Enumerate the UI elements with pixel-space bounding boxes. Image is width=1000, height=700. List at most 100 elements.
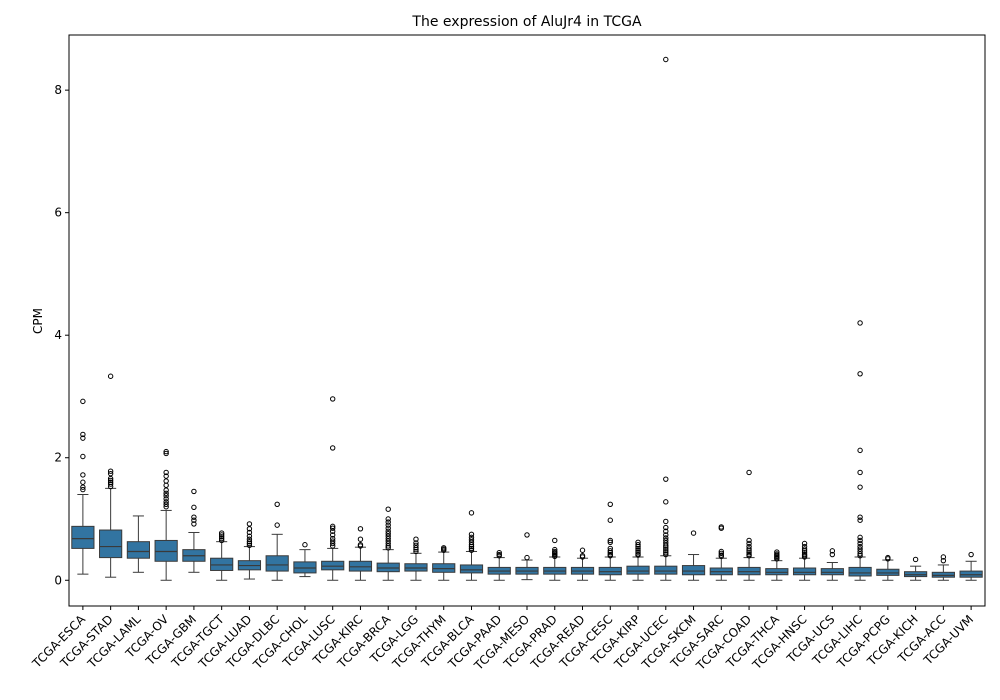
outlier-point (329, 538, 336, 544)
outlier-point (857, 320, 863, 326)
outlier-point (385, 516, 391, 522)
outlier-point (912, 556, 919, 563)
box-tcga-meso (515, 532, 539, 581)
outlier-point (468, 531, 475, 538)
outlier-point (524, 554, 530, 561)
outlier-point (718, 548, 725, 555)
outlier-point (746, 546, 752, 552)
box-tcga-acc (931, 554, 955, 581)
outlier-point (524, 532, 530, 538)
box-tcga-esca (71, 398, 95, 575)
outlier-point (385, 519, 391, 525)
outlier-point (607, 548, 613, 554)
outlier-point (607, 501, 613, 507)
box-tcga-luad (237, 521, 262, 580)
box-iqr (99, 529, 123, 559)
box-tcga-pcpg (876, 554, 900, 581)
outlier-point (635, 542, 641, 548)
outlier-point (329, 543, 336, 549)
outlier-point (163, 496, 169, 502)
outlier-point (246, 533, 253, 539)
outlier-point (357, 526, 364, 532)
outlier-point (635, 543, 641, 550)
outlier-point (385, 528, 391, 534)
box-tcga-dlbc (265, 501, 289, 581)
box-tcga-ov (154, 448, 178, 581)
outlier-point (385, 531, 391, 537)
outlier-point (246, 521, 253, 527)
outlier-point (940, 557, 947, 564)
outlier-point (663, 528, 669, 534)
outlier-point (329, 540, 336, 547)
outlier-point (718, 525, 725, 531)
outlier-point (857, 484, 863, 490)
box-tcga-skcm (681, 530, 706, 581)
box-iqr (210, 557, 234, 571)
outlier-point (857, 540, 863, 547)
box-tcga-thym (432, 545, 456, 581)
box-tcga-laml (126, 515, 150, 573)
box-iqr (765, 568, 789, 576)
box-tcga-kirp (626, 539, 650, 581)
outlier-point (663, 524, 669, 531)
outlier-point (246, 540, 253, 547)
outlier-point (246, 538, 253, 545)
box-iqr (626, 565, 650, 575)
outlier-point (107, 470, 114, 477)
outlier-point (774, 556, 780, 562)
outlier-point (385, 533, 391, 539)
outlier-point (191, 514, 197, 520)
outlier-point (468, 542, 475, 548)
outlier-point (857, 551, 863, 557)
outlier-point (413, 540, 419, 546)
outlier-point (746, 548, 752, 554)
outlier-point (80, 486, 86, 493)
outlier-point (385, 535, 391, 542)
outlier-point (413, 546, 419, 553)
outlier-point (218, 537, 225, 544)
outlier-point (468, 545, 475, 552)
box-tcga-lihc (848, 320, 872, 581)
outlier-point (607, 549, 613, 556)
outlier-point (163, 473, 169, 479)
outlier-point (496, 553, 502, 559)
outlier-point (468, 510, 475, 516)
outlier-point (329, 396, 336, 402)
box-series (71, 56, 983, 581)
outlier-point (329, 535, 336, 542)
outlier-point (107, 468, 114, 474)
box-tcga-chol (293, 542, 317, 578)
outlier-point (746, 553, 752, 559)
box-tcga-prad (543, 537, 567, 581)
outlier-point (857, 537, 863, 544)
box-tcga-read (570, 547, 595, 581)
outlier-point (746, 469, 752, 476)
outlier-point (468, 543, 475, 550)
box-tcga-sarc (709, 524, 733, 581)
outlier-point (163, 469, 169, 476)
box-iqr (348, 560, 373, 572)
outlier-point (80, 431, 86, 438)
outlier-point (385, 543, 391, 549)
box-iqr (681, 565, 706, 576)
outlier-point (163, 482, 169, 489)
outlier-point (746, 549, 752, 556)
outlier-point (218, 534, 225, 540)
x-axis-ticks: TCGA-ESCATCGA-STADTCGA-LAMLTCGA-OVTCGA-G… (29, 606, 976, 673)
outlier-point (246, 526, 253, 532)
outlier-point (218, 532, 225, 538)
outlier-point (690, 530, 697, 536)
outlier-point (441, 547, 447, 553)
box-tcga-paad (487, 549, 511, 581)
outlier-point (163, 448, 169, 455)
y-tick-label: 6 (54, 206, 62, 220)
outlier-point (80, 472, 86, 478)
outlier-point (801, 546, 808, 552)
box-iqr (959, 570, 983, 578)
outlier-point (80, 484, 86, 490)
outlier-point (329, 525, 336, 531)
outlier-point (663, 544, 669, 550)
outlier-point (663, 532, 669, 538)
outlier-point (468, 547, 475, 553)
box-tcga-lgg (404, 536, 428, 581)
